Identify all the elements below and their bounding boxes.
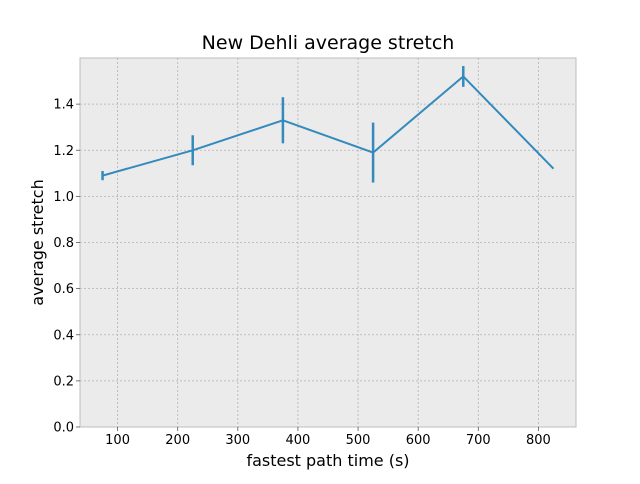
x-tick-label: 300 bbox=[225, 433, 250, 448]
x-axis-label: fastest path time (s) bbox=[246, 451, 409, 470]
x-tick-label: 400 bbox=[286, 433, 311, 448]
y-tick-label: 1.0 bbox=[53, 190, 74, 205]
y-tick-label: 1.4 bbox=[53, 98, 74, 113]
y-tick-label: 0.6 bbox=[53, 282, 74, 297]
series-group bbox=[101, 66, 555, 183]
y-axis-ticks: 0.0 0.2 0.4 0.6 0.8 1.0 1.2 1.4 bbox=[53, 98, 80, 436]
x-tick-label: 800 bbox=[526, 433, 551, 448]
chart-title: New Dehli average stretch bbox=[202, 32, 455, 54]
y-tick-label: 0.8 bbox=[53, 236, 74, 251]
gridlines bbox=[80, 58, 576, 428]
x-tick-label: 200 bbox=[165, 433, 190, 448]
x-tick-label: 100 bbox=[105, 433, 130, 448]
y-tick-label: 0.2 bbox=[53, 374, 74, 389]
x-tick-label: 600 bbox=[406, 433, 431, 448]
x-axis-ticks: 100 200 300 400 500 600 700 800 bbox=[105, 427, 551, 448]
y-tick-label: 1.2 bbox=[53, 144, 74, 159]
y-tick-label: 0.0 bbox=[53, 421, 74, 436]
x-tick-label: 700 bbox=[466, 433, 491, 448]
y-tick-label: 0.4 bbox=[53, 328, 74, 343]
y-axis-label: average stretch bbox=[28, 179, 47, 305]
series-line bbox=[102, 75, 555, 177]
x-tick-label: 500 bbox=[346, 433, 371, 448]
